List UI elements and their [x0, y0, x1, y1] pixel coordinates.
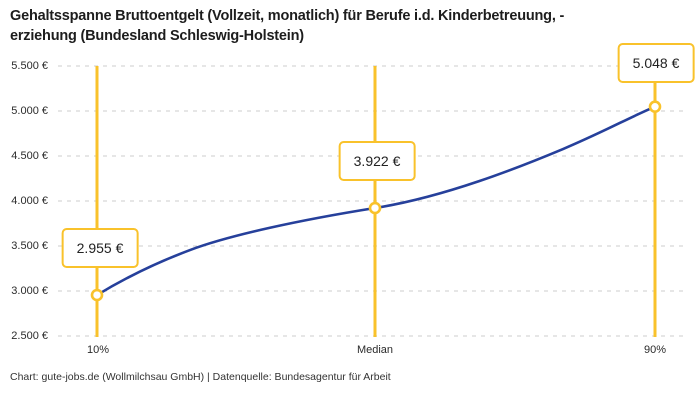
y-axis-tick-label: 2.500 €: [11, 330, 48, 342]
y-axis-tick-label: 3.500 €: [11, 240, 48, 252]
chart-title-line-2: erziehung (Bundesland Schleswig-Holstein…: [10, 28, 304, 44]
y-axis-tick-label: 5.500 €: [11, 60, 48, 72]
x-axis-label-10th-percentile: 10%: [86, 344, 110, 356]
chart-attribution: Chart: gute-jobs.de (Wollmilchsau GmbH) …: [10, 371, 391, 383]
x-axis-label-90th-percentile: 90%: [643, 344, 667, 356]
value-label-90th-percentile-text: 5.048 €: [632, 55, 680, 71]
y-axis-tick-label: 4.500 €: [11, 150, 48, 162]
data-point-marker: [648, 100, 662, 113]
y-axis-tick-label: 5.000 €: [11, 105, 48, 117]
value-label-median-text: 3.922 €: [353, 153, 401, 169]
y-axis-tick-label: 4.000 €: [11, 195, 48, 207]
value-label-10th-percentile: 2.955 €: [61, 228, 139, 268]
x-axis-label-median: Median: [356, 344, 394, 356]
y-axis-tick-label: 3.000 €: [11, 285, 48, 297]
chart-title-line-1: Gehaltsspanne Bruttoentgelt (Vollzeit, m…: [10, 8, 565, 24]
value-label-median: 3.922 €: [338, 141, 416, 181]
data-point-marker: [90, 288, 104, 302]
value-label-10th-percentile-text: 2.955 €: [76, 240, 124, 256]
data-point-marker: [368, 201, 382, 215]
chart-title: Gehaltsspanne Bruttoentgelt (Vollzeit, m…: [10, 6, 696, 46]
value-label-90th-percentile: 5.048 €: [617, 43, 695, 83]
